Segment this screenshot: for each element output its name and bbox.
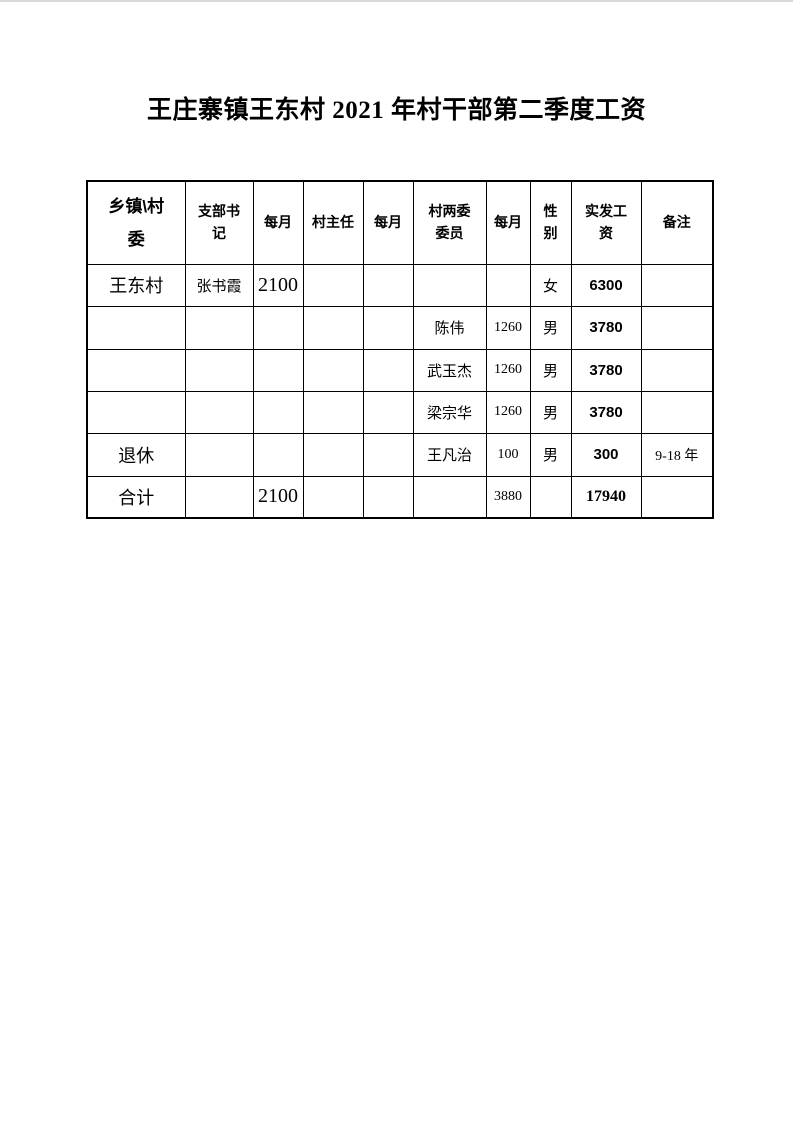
header-cell-committee-member: 村两委 委员 (412, 180, 487, 265)
cell-paid-salary: 3780 (570, 305, 642, 350)
cell-empty (362, 475, 414, 519)
cell-empty (184, 475, 254, 519)
header-cell-monthly-2: 每月 (362, 180, 414, 265)
cell-empty (412, 263, 487, 307)
cell-total-label: 合计 (86, 475, 186, 519)
header-cell-monthly-1: 每月 (252, 180, 304, 265)
cell-member-name: 武玉杰 (412, 348, 487, 392)
cell-empty (362, 432, 414, 477)
cell-empty (362, 263, 414, 307)
table-row-wuyujie: 武玉杰 1260 男 3780 (86, 348, 714, 392)
cell-empty (252, 305, 304, 350)
cell-total-member-monthly: 3880 (485, 475, 531, 519)
cell-remark (640, 263, 714, 307)
cell-empty (184, 348, 254, 392)
cell-retired-label: 退休 (86, 432, 186, 477)
cell-secretary-name: 张书霞 (184, 263, 254, 307)
cell-paid-salary: 6300 (570, 263, 642, 307)
page-top-edge (0, 0, 793, 2)
cell-empty (529, 475, 572, 519)
table-row-total: 合计 2100 3880 17940 (86, 475, 714, 519)
cell-empty (302, 263, 364, 307)
cell-empty (302, 305, 364, 350)
table-row-liangzonghua: 梁宗华 1260 男 3780 (86, 390, 714, 434)
table-row-wangdongcun: 王东村 张书霞 2100 女 6300 (86, 263, 714, 307)
cell-village-name: 王东村 (86, 263, 186, 307)
cell-empty (302, 475, 364, 519)
cell-member-monthly: 1260 (485, 305, 531, 350)
cell-empty (252, 390, 304, 434)
cell-member-name: 梁宗华 (412, 390, 487, 434)
header-cell-village-head: 村主任 (302, 180, 364, 265)
cell-remark (640, 348, 714, 392)
header-cell-remarks: 备注 (640, 180, 714, 265)
cell-empty (184, 432, 254, 477)
cell-total-secretary-monthly: 2100 (252, 475, 304, 519)
header-cell-gender: 性 别 (529, 180, 572, 265)
cell-empty (86, 305, 186, 350)
table-row-retired: 退休 王凡治 100 男 300 9-18 年 (86, 432, 714, 477)
page-title: 王庄寨镇王东村 2021 年村干部第二季度工资 (146, 97, 646, 124)
header-cell-township-village: 乡镇\村 委 (86, 180, 186, 265)
cell-remark-years: 9-18 年 (640, 432, 714, 477)
cell-gender: 男 (529, 390, 572, 434)
cell-empty (302, 432, 364, 477)
cell-remark (640, 390, 714, 434)
cell-gender: 女 (529, 263, 572, 307)
cell-member-monthly: 1260 (485, 348, 531, 392)
cell-empty (362, 305, 414, 350)
salary-table: 乡镇\村 委 支部书 记 每月 村主任 每月 村两委 委员 每月 性 别 实发工… (86, 180, 714, 519)
cell-empty (86, 348, 186, 392)
cell-empty (412, 475, 487, 519)
cell-member-monthly: 100 (485, 432, 531, 477)
cell-empty (86, 390, 186, 434)
cell-paid-salary: 3780 (570, 348, 642, 392)
header-row: 乡镇\村 委 支部书 记 每月 村主任 每月 村两委 委员 每月 性 别 实发工… (86, 180, 714, 265)
cell-empty (252, 348, 304, 392)
cell-empty (362, 348, 414, 392)
cell-empty (362, 390, 414, 434)
cell-member-name: 王凡治 (412, 432, 487, 477)
cell-empty (302, 348, 364, 392)
cell-empty (302, 390, 364, 434)
cell-remark (640, 305, 714, 350)
cell-empty (184, 390, 254, 434)
cell-paid-salary: 3780 (570, 390, 642, 434)
header-cell-paid-salary: 实发工 资 (570, 180, 642, 265)
header-cell-branch-secretary: 支部书 记 (184, 180, 254, 265)
cell-empty (485, 263, 531, 307)
cell-remark (640, 475, 714, 519)
cell-gender: 男 (529, 348, 572, 392)
cell-member-name: 陈伟 (412, 305, 487, 350)
cell-paid-salary: 300 (570, 432, 642, 477)
cell-secretary-monthly: 2100 (252, 263, 304, 307)
cell-empty (252, 432, 304, 477)
cell-member-monthly: 1260 (485, 390, 531, 434)
cell-total-paid-salary: 17940 (570, 475, 642, 519)
cell-gender: 男 (529, 305, 572, 350)
cell-empty (184, 305, 254, 350)
cell-gender: 男 (529, 432, 572, 477)
header-cell-monthly-3: 每月 (485, 180, 531, 265)
table-row-chenwei: 陈伟 1260 男 3780 (86, 305, 714, 350)
